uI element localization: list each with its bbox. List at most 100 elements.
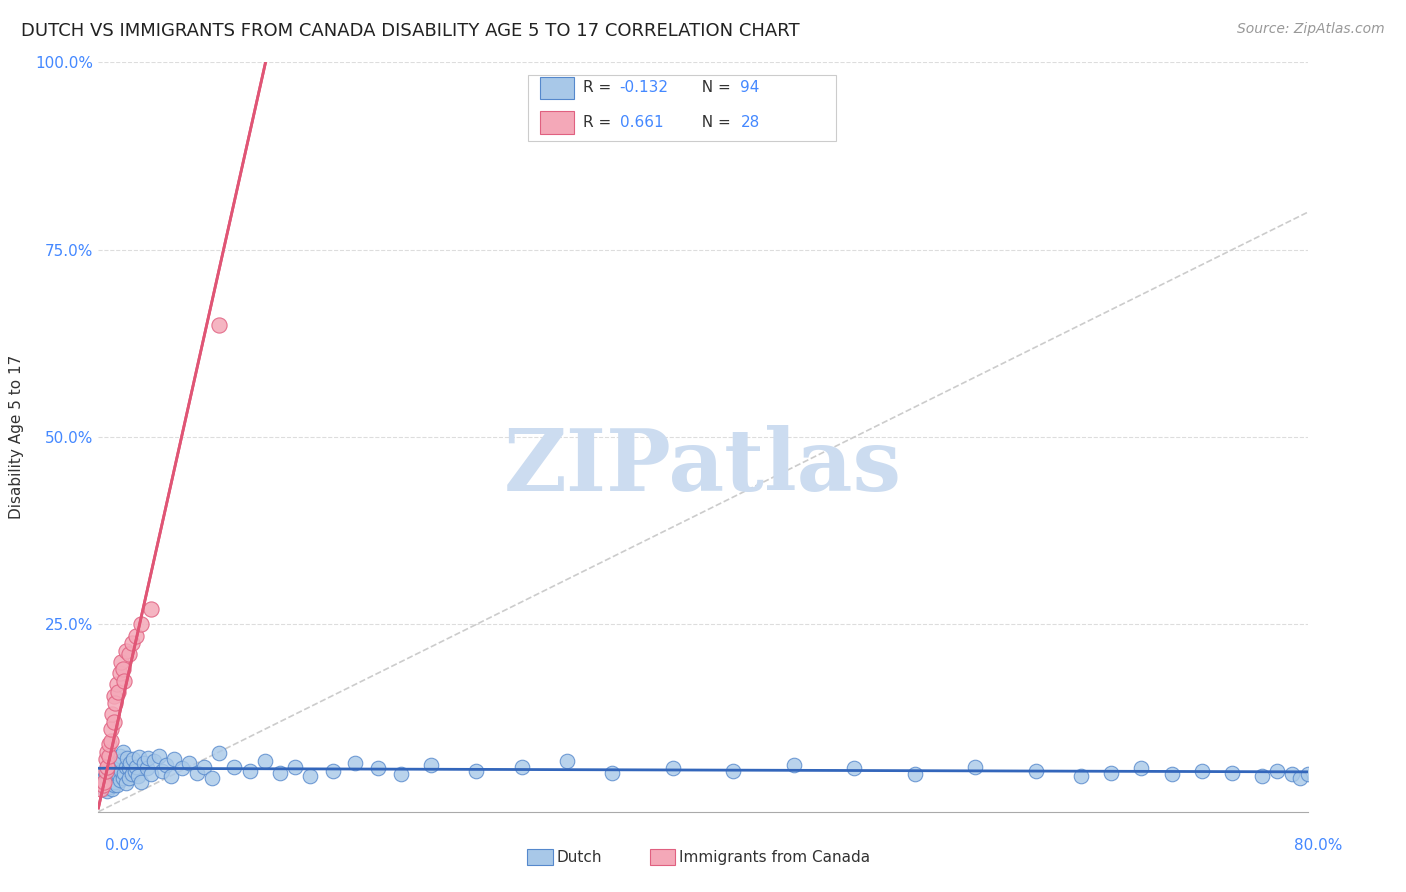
Point: [148, 748, 170, 763]
Point: [93, 774, 115, 789]
Text: Dutch: Dutch: [557, 850, 602, 864]
Point: [101, 765, 124, 780]
Point: [150, 764, 173, 778]
Text: 0.661: 0.661: [620, 115, 664, 130]
Point: [98, 737, 121, 751]
Point: [103, 756, 125, 770]
Text: N =: N =: [692, 115, 735, 130]
Point: [115, 751, 138, 765]
Point: [1099, 765, 1122, 780]
FancyBboxPatch shape: [540, 77, 574, 99]
Text: R =: R =: [583, 80, 616, 95]
Point: [1267, 764, 1289, 778]
Point: [129, 774, 152, 789]
Point: [114, 760, 136, 774]
Point: [100, 770, 122, 784]
Point: [783, 758, 806, 772]
Text: Immigrants from Canada: Immigrants from Canada: [679, 850, 870, 864]
Text: DUTCH VS IMMIGRANTS FROM CANADA DISABILITY AGE 5 TO 17 CORRELATION CHART: DUTCH VS IMMIGRANTS FROM CANADA DISABILI…: [21, 22, 800, 40]
Point: [661, 761, 683, 775]
Point: [112, 765, 135, 780]
Point: [143, 754, 166, 768]
Point: [127, 769, 149, 783]
Point: [128, 750, 150, 764]
Point: [322, 764, 344, 778]
Point: [105, 769, 128, 783]
Point: [91, 779, 114, 793]
Point: [120, 756, 142, 770]
Point: [100, 760, 122, 774]
Point: [1160, 767, 1182, 781]
Point: [110, 764, 132, 778]
Point: [1296, 767, 1319, 781]
Point: [108, 748, 131, 763]
Point: [965, 760, 987, 774]
Point: [118, 648, 141, 662]
Point: [121, 767, 143, 781]
Point: [96, 760, 118, 774]
FancyBboxPatch shape: [540, 112, 574, 134]
Text: 28: 28: [741, 115, 759, 130]
Point: [1024, 764, 1046, 778]
Point: [723, 764, 745, 778]
Point: [208, 318, 231, 332]
Text: 0.0%: 0.0%: [105, 838, 145, 854]
Point: [904, 767, 927, 781]
Point: [103, 772, 125, 786]
Point: [163, 752, 186, 766]
Point: [129, 617, 152, 632]
Point: [94, 776, 117, 790]
Point: [105, 677, 128, 691]
Text: N =: N =: [692, 80, 735, 95]
Point: [1130, 761, 1153, 775]
Point: [555, 754, 578, 768]
Point: [125, 629, 148, 643]
Point: [96, 773, 118, 788]
Point: [103, 778, 125, 792]
Point: [141, 602, 163, 616]
Point: [420, 758, 443, 772]
Point: [110, 655, 132, 669]
Point: [1289, 771, 1312, 785]
Point: [224, 760, 246, 774]
Point: [94, 752, 117, 766]
Point: [121, 636, 143, 650]
Point: [96, 783, 118, 797]
FancyBboxPatch shape: [527, 75, 837, 141]
Point: [111, 745, 134, 759]
Point: [208, 746, 231, 760]
Point: [94, 767, 117, 781]
Point: [1191, 764, 1213, 778]
Point: [367, 761, 389, 775]
Point: [201, 771, 224, 785]
Point: [299, 769, 322, 783]
Point: [239, 764, 262, 778]
Point: [98, 780, 121, 794]
Point: [91, 779, 114, 793]
Text: R =: R =: [583, 115, 616, 130]
Point: [104, 696, 127, 710]
Point: [90, 782, 112, 797]
Point: [284, 760, 307, 774]
Text: Source: ZipAtlas.com: Source: ZipAtlas.com: [1237, 22, 1385, 37]
Point: [1220, 765, 1243, 780]
Point: [107, 685, 129, 699]
Point: [844, 761, 866, 775]
Point: [1251, 769, 1274, 783]
Point: [118, 761, 141, 775]
Point: [125, 760, 148, 774]
Point: [103, 714, 125, 729]
Point: [101, 782, 124, 797]
Point: [124, 764, 146, 778]
Point: [160, 769, 183, 783]
Point: [107, 767, 129, 781]
Point: [112, 673, 135, 688]
Point: [111, 662, 134, 676]
Point: [179, 756, 201, 770]
Point: [98, 764, 121, 778]
Text: 80.0%: 80.0%: [1295, 838, 1343, 854]
Point: [114, 643, 136, 657]
Point: [344, 756, 367, 770]
Point: [90, 774, 112, 789]
Point: [110, 754, 132, 768]
